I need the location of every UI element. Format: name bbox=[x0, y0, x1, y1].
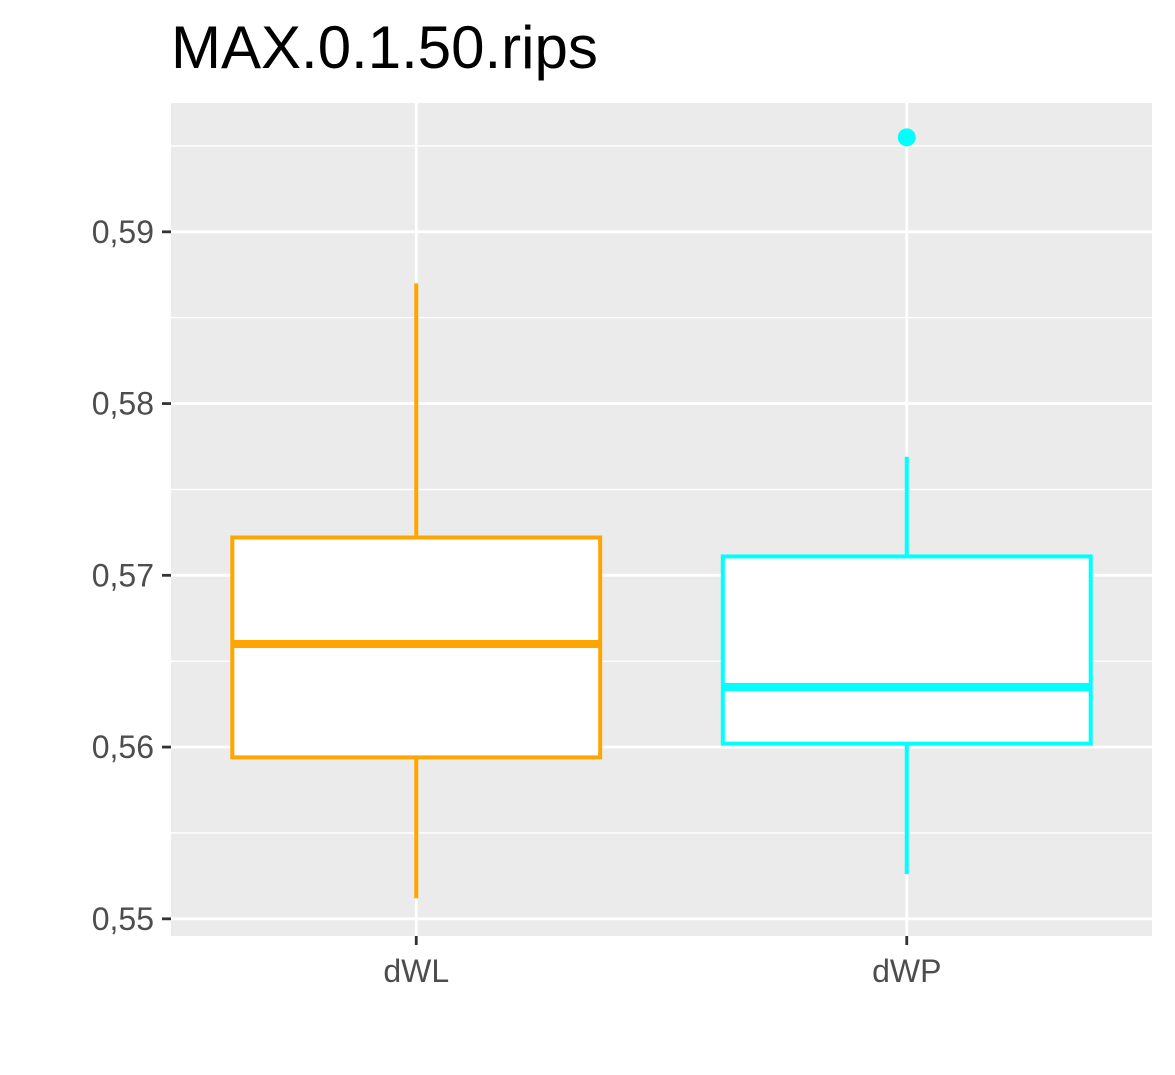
y-tick-label: 0,57 bbox=[92, 557, 154, 593]
chart-title: MAX.0.1.50.rips bbox=[171, 14, 598, 81]
x-tick-label: dWL bbox=[383, 953, 449, 989]
box-body bbox=[720, 554, 1093, 746]
box-dWP bbox=[720, 128, 1093, 875]
y-axis: 0,55 0,56 0,57 0,58 0,59 bbox=[92, 214, 171, 937]
y-tick-label: 0,55 bbox=[92, 901, 154, 937]
plot-panel bbox=[171, 103, 1152, 936]
x-axis: dWL dWP bbox=[383, 936, 941, 989]
box-dWL bbox=[230, 283, 603, 899]
y-tick-label: 0,59 bbox=[92, 214, 154, 250]
y-tick-label: 0,56 bbox=[92, 729, 154, 765]
outlier-point bbox=[897, 128, 916, 147]
x-tick-label: dWP bbox=[872, 953, 941, 989]
boxes bbox=[230, 128, 1093, 899]
y-tick-label: 0,58 bbox=[92, 386, 154, 422]
